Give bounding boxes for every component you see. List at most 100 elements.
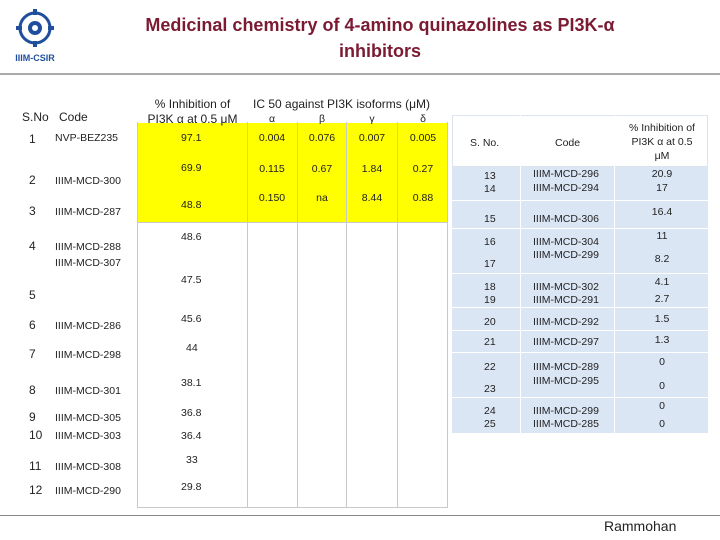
left-sno: 1 <box>29 132 36 146</box>
author-name: Rammohan <box>604 518 677 534</box>
ic50-cell: 0.27 <box>412 163 434 175</box>
right-sno: 17 <box>484 258 496 270</box>
right-sno: 22 <box>484 361 496 373</box>
left-header-pct-1: % Inhibition of <box>154 97 231 111</box>
iiim-csir-logo: IIIM-CSIR <box>6 4 64 64</box>
left-grid-line <box>247 122 248 507</box>
right-code: IIIM-MCD-285 <box>533 418 599 430</box>
right-pct: 1.5 <box>654 313 670 325</box>
left-code: IIIM-MCD-286 <box>55 320 121 332</box>
ic50-cell: na <box>316 192 328 204</box>
title-divider <box>0 73 720 75</box>
left-sno: 3 <box>29 204 36 218</box>
right-sno: 20 <box>484 316 496 328</box>
right-code: IIIM-MCD-292 <box>533 316 599 328</box>
right-grid-line <box>452 228 708 229</box>
right-pct: 1.3 <box>654 334 670 346</box>
right-pct: 16.4 <box>651 206 673 218</box>
ic50-cell: 0.115 <box>259 163 285 175</box>
right-grid-line <box>452 397 708 398</box>
right-code: IIIM-MCD-297 <box>533 336 599 348</box>
right-header-sno: S. No. <box>470 137 500 149</box>
right-sno: 24 <box>484 405 496 417</box>
iso-alpha: α <box>268 113 276 125</box>
left-pct: 69.9 <box>181 162 202 174</box>
left-grid-line <box>447 122 448 507</box>
left-code: IIIM-MCD-298 <box>55 349 121 361</box>
left-code: IIIM-MCD-308 <box>55 461 121 473</box>
ic50-cell: 1.84 <box>361 163 383 175</box>
right-code: IIIM-MCD-294 <box>533 182 599 194</box>
right-pct: 4.1 <box>654 276 670 288</box>
left-pct: 38.1 <box>181 377 202 389</box>
right-grid-line <box>452 200 708 201</box>
logo-text: IIIM-CSIR <box>15 53 55 63</box>
right-code: IIIM-MCD-291 <box>533 294 599 306</box>
right-sno: 15 <box>484 213 496 225</box>
right-grid-line <box>452 330 708 331</box>
right-pct: 0 <box>659 380 665 392</box>
left-header-ic50: IC 50 against PI3K isoforms (μM) <box>253 97 430 111</box>
highlight-band <box>137 123 448 222</box>
title-line-2: inhibitors <box>339 41 421 61</box>
iso-delta: δ <box>420 113 426 125</box>
right-grid-line <box>452 352 708 353</box>
left-grid-line <box>397 122 398 507</box>
right-pct: 8.2 <box>654 253 670 265</box>
right-pct: 11 <box>656 230 668 242</box>
left-sno: 4 <box>29 239 36 253</box>
right-code: IIIM-MCD-289 <box>533 361 599 373</box>
left-pct: 45.6 <box>181 313 202 325</box>
right-code: IIIM-MCD-296 <box>533 168 599 180</box>
left-pct: 97.1 <box>181 132 202 144</box>
left-sno: 12 <box>29 483 43 497</box>
left-code: IIIM-MCD-301 <box>55 385 121 397</box>
right-header-pct-1: % Inhibition of <box>629 122 695 134</box>
right-code: IIIM-MCD-306 <box>533 213 599 225</box>
left-sno: 5 <box>29 288 36 302</box>
right-grid-line <box>614 115 615 433</box>
left-sno: 7 <box>29 347 36 361</box>
right-code: IIIM-MCD-299 <box>533 405 599 417</box>
left-sno: 8 <box>29 383 36 397</box>
left-sno: 9 <box>29 410 36 424</box>
right-sno: 14 <box>484 183 496 195</box>
left-sno: 6 <box>29 318 36 332</box>
left-grid-line <box>346 122 347 507</box>
right-code: IIIM-MCD-302 <box>533 281 599 293</box>
right-code: IIIM-MCD-295 <box>533 375 599 387</box>
left-header-code: Code <box>59 110 88 124</box>
right-pct: 0 <box>659 418 665 430</box>
right-grid-line <box>520 115 521 433</box>
ic50-cell: 8.44 <box>361 192 383 204</box>
ic50-cell: 0.076 <box>308 132 336 144</box>
left-grid-line <box>137 122 138 507</box>
right-sno: 23 <box>484 383 496 395</box>
left-pct: 33 <box>186 454 198 466</box>
left-code: NVP-BEZ235 <box>55 132 119 144</box>
right-table-body <box>452 115 708 433</box>
left-grid-line <box>297 122 298 507</box>
right-pct: 0 <box>659 356 665 368</box>
right-table-header <box>452 115 708 167</box>
right-pct: 17 <box>656 182 668 194</box>
left-pct: 44 <box>186 342 198 354</box>
ic50-cell: 0.007 <box>358 132 386 144</box>
left-pct: 36.8 <box>181 407 202 419</box>
left-code: IIIM-MCD-288 <box>55 241 121 253</box>
right-sno: 21 <box>484 336 496 348</box>
left-sno: 2 <box>29 173 36 187</box>
left-pct: 48.8 <box>181 199 202 211</box>
left-code: IIIM-MCD-305 <box>55 412 121 424</box>
right-header-code: Code <box>555 137 581 149</box>
right-code: IIIM-MCD-299 <box>533 249 599 261</box>
iso-beta: β <box>318 113 326 125</box>
right-header-pct-3: μM <box>654 150 670 162</box>
title-line-1: Medicinal chemistry of 4-amino quinazoli… <box>145 15 615 35</box>
left-code: IIIM-MCD-307 <box>55 257 121 269</box>
right-pct: 20.9 <box>651 168 673 180</box>
right-code: IIIM-MCD-304 <box>533 236 599 248</box>
right-header-pct-2: PI3K α at 0.5 <box>631 136 693 148</box>
left-header-sno: S.No <box>22 110 49 124</box>
right-sno: 18 <box>484 281 496 293</box>
